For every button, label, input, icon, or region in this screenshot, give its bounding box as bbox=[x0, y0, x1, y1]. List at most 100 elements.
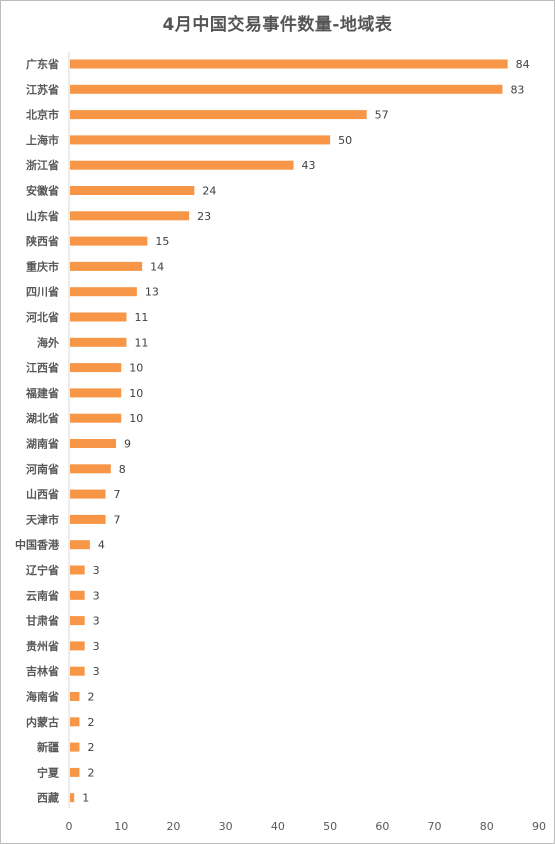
bar bbox=[70, 186, 195, 195]
bar bbox=[70, 84, 503, 94]
bar bbox=[70, 135, 331, 145]
data-label: 2 bbox=[87, 766, 94, 779]
bar bbox=[70, 692, 80, 701]
data-label: 13 bbox=[145, 286, 159, 299]
data-label: 3 bbox=[93, 615, 100, 628]
bar bbox=[70, 413, 122, 423]
data-label: 83 bbox=[510, 83, 524, 96]
category-label: 北京市 bbox=[26, 108, 59, 122]
data-label: 4 bbox=[98, 539, 105, 552]
data-label: 3 bbox=[93, 589, 100, 602]
data-label: 10 bbox=[129, 362, 143, 375]
data-label: 57 bbox=[375, 109, 389, 122]
category-label: 宁夏 bbox=[37, 765, 60, 779]
bar bbox=[70, 590, 85, 600]
category-label: 云南省 bbox=[26, 588, 59, 602]
bar bbox=[70, 337, 127, 347]
data-label: 3 bbox=[93, 665, 100, 678]
bar bbox=[70, 540, 90, 550]
data-label: 2 bbox=[87, 716, 94, 729]
category-label: 安徽省 bbox=[26, 184, 59, 198]
data-label: 9 bbox=[124, 438, 131, 451]
bar bbox=[70, 59, 508, 69]
bar bbox=[70, 211, 190, 221]
category-label: 中国香港 bbox=[15, 538, 60, 552]
bar bbox=[70, 363, 122, 373]
category-label: 内蒙古 bbox=[26, 715, 59, 729]
bar bbox=[70, 439, 116, 448]
x-tick-label: 80 bbox=[480, 820, 494, 833]
data-label: 10 bbox=[129, 412, 143, 425]
category-label: 浙江省 bbox=[26, 158, 59, 172]
x-tick-label: 10 bbox=[114, 820, 128, 833]
x-tick-label: 50 bbox=[323, 820, 337, 833]
category-label: 山东省 bbox=[26, 209, 59, 223]
bar bbox=[70, 464, 111, 474]
bar bbox=[70, 261, 143, 271]
bar bbox=[70, 489, 106, 499]
bar bbox=[70, 767, 80, 777]
bar bbox=[70, 388, 122, 398]
x-tick-label: 90 bbox=[532, 820, 546, 833]
x-tick-label: 70 bbox=[428, 820, 442, 833]
x-tick-label: 30 bbox=[219, 820, 233, 833]
chart-title: 4月中国交易事件数量-地域表 bbox=[162, 15, 393, 35]
x-tick-label: 20 bbox=[166, 820, 180, 833]
data-label: 24 bbox=[202, 185, 216, 198]
data-label: 23 bbox=[197, 210, 211, 223]
category-label: 重庆市 bbox=[26, 259, 59, 273]
bar bbox=[70, 742, 80, 752]
bar bbox=[70, 641, 85, 651]
bar bbox=[70, 160, 294, 170]
data-label: 15 bbox=[155, 235, 169, 248]
category-label: 甘肃省 bbox=[26, 614, 59, 628]
bar bbox=[70, 565, 85, 575]
data-label: 8 bbox=[119, 463, 126, 476]
bar bbox=[70, 312, 127, 322]
data-label: 2 bbox=[87, 741, 94, 754]
category-label: 新疆 bbox=[37, 740, 59, 754]
data-label: 11 bbox=[134, 336, 148, 349]
x-tick-label: 40 bbox=[271, 820, 285, 833]
category-label: 西藏 bbox=[37, 791, 59, 805]
bar bbox=[70, 110, 367, 120]
bar bbox=[70, 514, 106, 524]
category-label: 吉林省 bbox=[26, 664, 59, 678]
category-label: 福建省 bbox=[25, 386, 59, 400]
data-label: 50 bbox=[338, 134, 352, 147]
data-label: 7 bbox=[114, 513, 121, 526]
category-label: 四川省 bbox=[26, 285, 59, 299]
data-label: 3 bbox=[93, 564, 100, 577]
bar bbox=[70, 793, 75, 803]
data-label: 14 bbox=[150, 260, 164, 273]
category-label: 天津市 bbox=[26, 512, 59, 526]
x-tick-label: 60 bbox=[375, 820, 389, 833]
bar bbox=[70, 717, 80, 727]
category-label: 山西省 bbox=[26, 487, 59, 501]
bar bbox=[70, 236, 148, 246]
category-label: 海外 bbox=[37, 335, 59, 349]
category-label: 上海市 bbox=[26, 133, 59, 147]
bar bbox=[70, 666, 85, 676]
category-label: 陕西省 bbox=[26, 234, 59, 248]
category-label: 江苏省 bbox=[26, 82, 59, 96]
category-label: 湖北省 bbox=[26, 411, 59, 425]
category-label: 广东省 bbox=[26, 57, 59, 71]
data-label: 2 bbox=[87, 691, 94, 704]
category-label: 海南省 bbox=[26, 690, 59, 704]
data-label: 43 bbox=[302, 159, 316, 172]
category-label: 江西省 bbox=[26, 361, 59, 375]
data-label: 1 bbox=[82, 792, 89, 805]
data-label: 84 bbox=[516, 58, 530, 71]
category-label: 河北省 bbox=[26, 310, 59, 324]
bar bbox=[70, 616, 85, 626]
bar bbox=[70, 287, 137, 297]
data-label: 7 bbox=[114, 488, 121, 501]
data-label: 10 bbox=[129, 387, 143, 400]
category-label: 河南省 bbox=[26, 462, 59, 476]
category-label: 湖南省 bbox=[26, 437, 59, 451]
category-label: 辽宁省 bbox=[26, 563, 59, 577]
category-label: 贵州省 bbox=[26, 639, 59, 653]
data-label: 11 bbox=[134, 311, 148, 324]
